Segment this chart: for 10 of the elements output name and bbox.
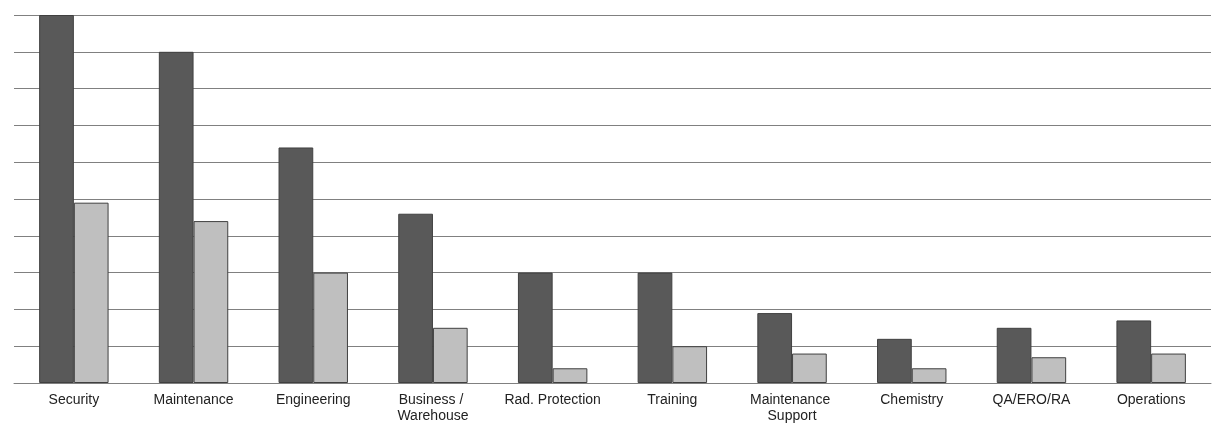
x-tick-label: Maintenance Support	[750, 391, 835, 423]
x-tick-label: Chemistry	[880, 391, 944, 407]
x-tick-label: Business / Warehouse	[397, 391, 469, 423]
x-tick-label: Engineering	[275, 391, 351, 407]
x-tick-label: Training	[647, 391, 698, 407]
x-tick-label: Security	[48, 391, 100, 407]
x-tick-label: QA/ERO/RA	[992, 391, 1072, 407]
x-tick-label: Operations	[1116, 391, 1186, 407]
x-tick-label: Rad. Protection	[504, 391, 601, 407]
x-tick-label: Maintenance	[153, 391, 234, 407]
